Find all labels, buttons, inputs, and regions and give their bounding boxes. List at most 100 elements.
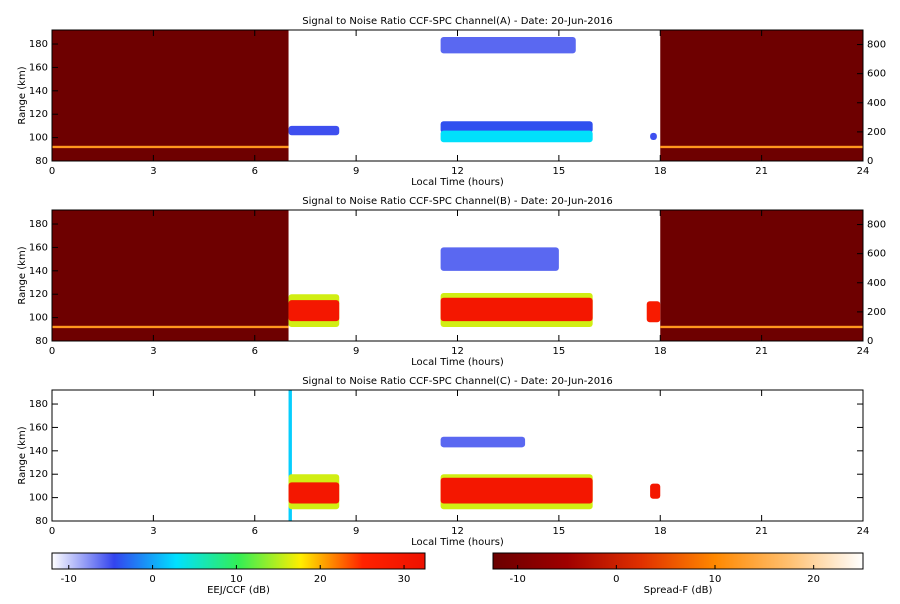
spread-f-region bbox=[52, 30, 289, 161]
chart-title: Signal to Noise Ratio CCF-SPC Channel(B)… bbox=[302, 196, 612, 207]
colorbar-tick-label: 20 bbox=[314, 574, 327, 585]
x-tick-label: 0 bbox=[49, 166, 55, 177]
eej-region bbox=[288, 482, 340, 504]
eej-region bbox=[288, 300, 340, 322]
x-tick-label: 9 bbox=[353, 166, 359, 177]
x-tick-label: 15 bbox=[553, 346, 566, 357]
eej-region bbox=[440, 297, 593, 322]
x-axis-label: Local Time (hours) bbox=[411, 537, 504, 548]
eej-region bbox=[440, 477, 593, 504]
x-tick-label: 18 bbox=[654, 166, 667, 177]
chart-title: Signal to Noise Ratio CCF-SPC Channel(A)… bbox=[302, 16, 612, 27]
colorbar-label: EEJ/CCF (dB) bbox=[207, 585, 270, 596]
y-tick-label: 80 bbox=[35, 336, 48, 347]
x-tick-label: 3 bbox=[150, 526, 156, 537]
y2-tick-label: 600 bbox=[867, 249, 886, 260]
x-axis-label: Local Time (hours) bbox=[411, 357, 504, 368]
x-axis-label: Local Time (hours) bbox=[411, 177, 504, 188]
x-tick-label: 3 bbox=[150, 346, 156, 357]
y2-tick-label: 200 bbox=[867, 127, 886, 138]
y2-tick-label: 400 bbox=[867, 98, 886, 109]
x-tick-label: 9 bbox=[353, 346, 359, 357]
eej-region bbox=[440, 436, 526, 448]
colorbar bbox=[51, 552, 426, 570]
x-tick-label: 12 bbox=[451, 346, 464, 357]
y2-tick-label: 0 bbox=[867, 156, 873, 167]
y2-tick-label: 800 bbox=[867, 40, 886, 51]
y-tick-label: 80 bbox=[35, 156, 48, 167]
y2-tick-label: 400 bbox=[867, 278, 886, 289]
y-axis-label: Range (km) bbox=[17, 426, 28, 484]
x-tick-label: 0 bbox=[49, 346, 55, 357]
eej-region bbox=[440, 37, 576, 54]
y-tick-label: 140 bbox=[29, 446, 48, 457]
eej-region bbox=[288, 390, 292, 521]
y-tick-label: 100 bbox=[29, 313, 48, 324]
x-tick-label: 9 bbox=[353, 526, 359, 537]
y-tick-label: 120 bbox=[29, 289, 48, 300]
y-tick-label: 100 bbox=[29, 133, 48, 144]
colorbar-label: Spread-F (dB) bbox=[644, 585, 713, 596]
x-tick-label: 21 bbox=[755, 166, 768, 177]
spread-f-region bbox=[660, 145, 863, 149]
y-tick-label: 120 bbox=[29, 469, 48, 480]
x-tick-label: 0 bbox=[49, 526, 55, 537]
colorbar-tick-label: 0 bbox=[613, 574, 619, 585]
eej-region bbox=[646, 301, 661, 323]
x-tick-label: 21 bbox=[755, 526, 768, 537]
x-tick-label: 24 bbox=[857, 166, 870, 177]
spread-f-region bbox=[660, 30, 863, 161]
y-tick-label: 120 bbox=[29, 109, 48, 120]
y-axis-label: Range (km) bbox=[17, 66, 28, 124]
eej-region bbox=[440, 130, 593, 143]
x-tick-label: 15 bbox=[553, 166, 566, 177]
chart-title: Signal to Noise Ratio CCF-SPC Channel(C)… bbox=[302, 376, 613, 387]
colorbar-tick-label: 0 bbox=[149, 574, 155, 585]
y-tick-label: 180 bbox=[29, 219, 48, 230]
colorbar-tick-label: 20 bbox=[807, 574, 820, 585]
y2-tick-label: 200 bbox=[867, 307, 886, 318]
y2-tick-label: 0 bbox=[867, 336, 873, 347]
x-tick-label: 15 bbox=[553, 526, 566, 537]
eej-region bbox=[288, 125, 340, 136]
x-tick-label: 18 bbox=[654, 346, 667, 357]
y2-tick-label: 800 bbox=[867, 220, 886, 231]
spread-f-region bbox=[660, 210, 863, 341]
spread-f-region bbox=[52, 145, 289, 149]
x-tick-label: 3 bbox=[150, 166, 156, 177]
y-tick-label: 160 bbox=[29, 242, 48, 253]
x-tick-label: 21 bbox=[755, 346, 768, 357]
y-tick-label: 180 bbox=[29, 39, 48, 50]
y2-tick-label: 600 bbox=[867, 69, 886, 80]
spread-f-region bbox=[660, 325, 863, 329]
eej-region bbox=[650, 132, 657, 140]
colorbar-tick-label: -10 bbox=[509, 574, 525, 585]
x-tick-label: 24 bbox=[857, 346, 870, 357]
x-tick-label: 6 bbox=[252, 526, 258, 537]
y-tick-label: 140 bbox=[29, 86, 48, 97]
y-tick-label: 80 bbox=[35, 516, 48, 527]
y-tick-label: 180 bbox=[29, 399, 48, 410]
x-tick-label: 12 bbox=[451, 526, 464, 537]
colorbar-tick-label: 10 bbox=[709, 574, 722, 585]
y-tick-label: 100 bbox=[29, 493, 48, 504]
colorbar-tick-label: -10 bbox=[61, 574, 77, 585]
eej-region bbox=[650, 483, 661, 499]
x-tick-label: 6 bbox=[252, 346, 258, 357]
eej-region bbox=[440, 121, 593, 133]
y-tick-label: 140 bbox=[29, 266, 48, 277]
x-tick-label: 12 bbox=[451, 166, 464, 177]
colorbar-tick-label: 30 bbox=[398, 574, 411, 585]
colorbar bbox=[492, 552, 864, 570]
x-tick-label: 24 bbox=[857, 526, 870, 537]
spread-f-region bbox=[52, 210, 289, 341]
y-axis-label: Range (km) bbox=[17, 246, 28, 304]
eej-region bbox=[440, 247, 559, 271]
y-tick-label: 160 bbox=[29, 62, 48, 73]
x-tick-label: 18 bbox=[654, 526, 667, 537]
y-tick-label: 160 bbox=[29, 422, 48, 433]
x-tick-label: 6 bbox=[252, 166, 258, 177]
spread-f-region bbox=[52, 325, 289, 329]
colorbar-tick-label: 10 bbox=[230, 574, 243, 585]
